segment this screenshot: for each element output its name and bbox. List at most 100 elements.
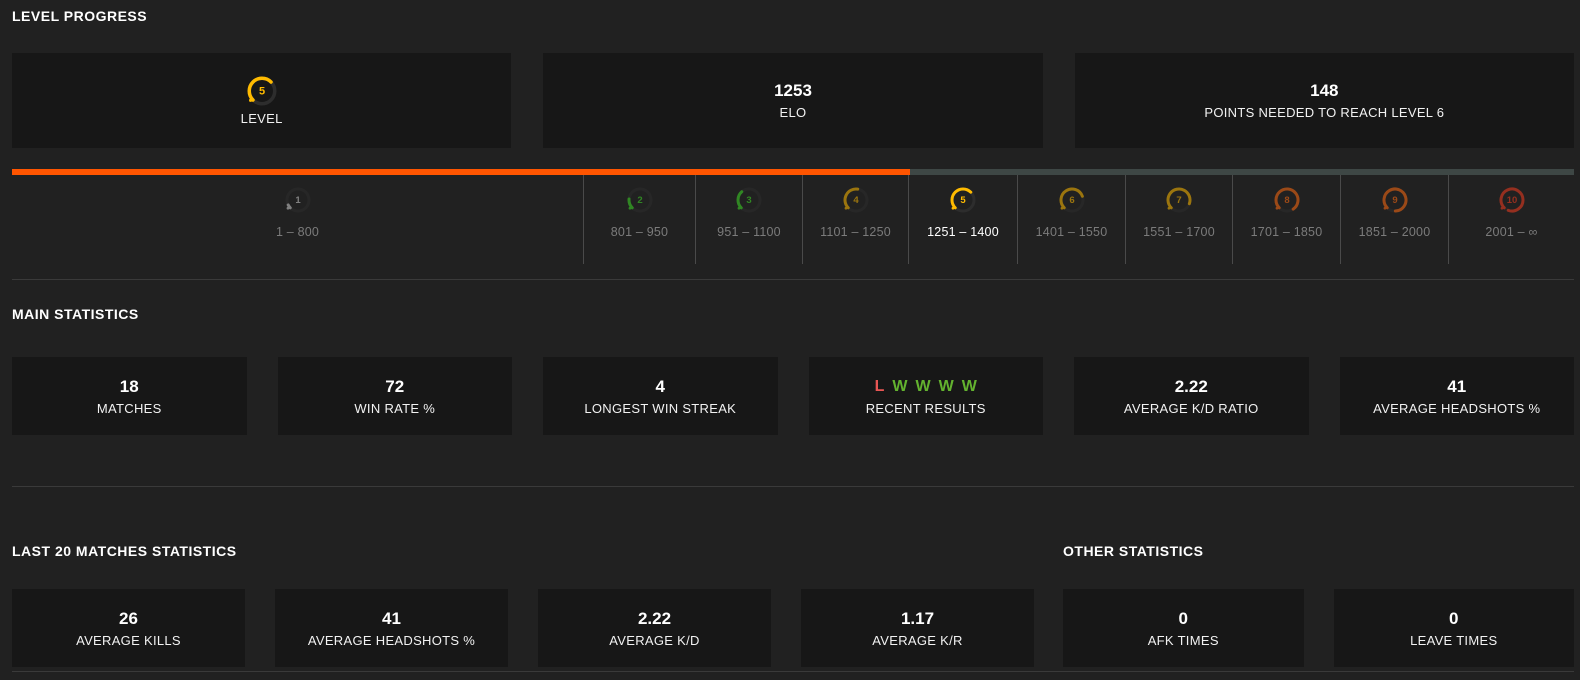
average-headshots-card: 41 AVERAGE HEADSHOTS %: [1339, 357, 1574, 435]
level-segment-6: 6 1401 – 1550: [1017, 175, 1125, 264]
level-6-range: 1401 – 1550: [1035, 225, 1108, 239]
last-20-matches-section: LAST 20 MATCHES STATISTICS 26 AVERAGE KIL…: [12, 544, 1034, 667]
level-3-icon: 3: [736, 187, 762, 213]
afk-times-label: AFK TIMES: [1147, 632, 1219, 648]
matches-value: 18: [119, 376, 139, 396]
win-letter: W: [892, 377, 908, 395]
level-10-icon: 10: [1499, 187, 1525, 213]
average-headshots-value: 41: [1447, 376, 1467, 396]
leave-times-card: 0 LEAVE TIMES: [1333, 589, 1574, 667]
level-2-range: 801 – 950: [610, 225, 669, 239]
average-headshots-value: 41: [382, 608, 401, 628]
level-segment-2: 2 801 – 950: [583, 175, 695, 264]
longest-win-streak-value: 4: [655, 376, 665, 396]
svg-text:3: 3: [746, 195, 751, 206]
svg-text:1: 1: [295, 195, 301, 206]
average-k-r-value: 1.17: [900, 608, 935, 628]
level-scale: 1 1 – 800 2 801 – 950 3 951 – 1100 4 110…: [12, 175, 1574, 264]
level-1-range: 1 – 800: [275, 225, 320, 239]
level-card-label: LEVEL: [240, 110, 283, 126]
elo-progress-bar: [12, 169, 1574, 175]
other-statistics-title: OTHER STATISTICS: [1063, 543, 1204, 559]
bottom-sections: LAST 20 MATCHES STATISTICS 26 AVERAGE KIL…: [12, 544, 1574, 667]
win-rate-card: 72 WIN RATE %: [277, 357, 512, 435]
level-5-icon: 5: [247, 76, 277, 106]
level-card: 5 LEVEL: [12, 53, 512, 148]
level-10-range: 2001 – ∞: [1485, 225, 1538, 239]
svg-text:8: 8: [1284, 195, 1289, 206]
average-headshots-label: AVERAGE HEADSHOTS %: [307, 632, 476, 648]
elo-value: 1253: [774, 81, 812, 100]
leave-times-label: LEAVE TIMES: [1410, 632, 1498, 648]
level-5-range: 1251 – 1400: [927, 225, 999, 239]
last-20-matches-cards: 26 AVERAGE KILLS 41 AVERAGE HEADSHOTS % 2.22…: [12, 589, 1034, 667]
average-k-d-ratio-value: 2.22: [1174, 376, 1208, 396]
matches-card: 18 MATCHES: [12, 357, 247, 435]
other-statistics-cards: 0 AFK TIMES 0 LEAVE TIMES: [1063, 589, 1574, 667]
other-statistics-section: OTHER STATISTICS 0 AFK TIMES 0 LEAVE TIMES: [1063, 544, 1574, 667]
level-segment-3: 3 951 – 1100: [695, 175, 802, 264]
svg-text:4: 4: [853, 195, 859, 206]
svg-text:6: 6: [1069, 195, 1074, 206]
section-divider: [12, 279, 1574, 280]
svg-text:5: 5: [960, 195, 966, 206]
level-7-range: 1551 – 1700: [1143, 225, 1215, 239]
section-divider: [12, 671, 1574, 672]
longest-win-streak-card: 4 LONGEST WIN STREAK: [543, 357, 778, 435]
level-4-range: 1101 – 1250: [820, 225, 891, 239]
section-divider: [12, 486, 1574, 487]
win-rate-label: WIN RATE %: [354, 400, 436, 416]
afk-times-card: 0 AFK TIMES: [1063, 589, 1304, 667]
level-1-icon: 1: [285, 187, 311, 213]
points-needed-value: 148: [1310, 81, 1339, 100]
svg-text:7: 7: [1176, 195, 1181, 206]
win-rate-value: 72: [385, 376, 405, 396]
leave-times-value: 0: [1449, 608, 1459, 628]
level-segment-9: 9 1851 – 2000: [1340, 175, 1448, 264]
level-segment-5: 5 1251 – 1400: [908, 175, 1017, 264]
level-3-range: 951 – 1100: [717, 225, 781, 239]
average-k-d-ratio-card: 2.22 AVERAGE K/D RATIO: [1074, 357, 1309, 435]
recent-results-card: L W W W W RECENT RESULTS: [808, 357, 1043, 435]
level-4-icon: 4: [843, 187, 869, 213]
average-kills-card: 26 AVERAGE KILLS: [12, 589, 245, 667]
average-k-d-card: 2.22 AVERAGE K/D: [538, 589, 771, 667]
level-segment-7: 7 1551 – 1700: [1125, 175, 1232, 264]
recent-results-label: RECENT RESULTS: [865, 400, 986, 416]
average-k-r-card: 1.17 AVERAGE K/R: [801, 589, 1034, 667]
average-headshots-card: 41 AVERAGE HEADSHOTS %: [275, 589, 508, 667]
level-9-range: 1851 – 2000: [1358, 225, 1431, 239]
elo-progress-fill: [12, 169, 911, 175]
elo-card: 1253 ELO: [543, 53, 1043, 148]
matches-label: MATCHES: [96, 400, 162, 416]
average-k-d-label: AVERAGE K/D: [609, 632, 700, 648]
level-progress-title: LEVEL PROGRESS: [12, 8, 148, 24]
level-8-icon: 8: [1274, 187, 1300, 213]
afk-times-value: 0: [1178, 608, 1188, 628]
loss-letter: L: [874, 377, 885, 395]
level-2-icon: 2: [627, 187, 653, 213]
win-letter: W: [938, 377, 954, 395]
level-progress-cards: 5 LEVEL 1253 ELO 148 POINTS NEEDED TO RE…: [12, 53, 1574, 148]
longest-win-streak-label: LONGEST WIN STREAK: [584, 400, 737, 416]
average-headshots-label: AVERAGE HEADSHOTS %: [1373, 400, 1541, 416]
level-5-icon: 5: [950, 187, 976, 213]
average-kills-value: 26: [119, 608, 138, 628]
last-20-matches-title: LAST 20 MATCHES STATISTICS: [12, 543, 237, 559]
level-9-icon: 9: [1382, 187, 1408, 213]
svg-text:5: 5: [259, 85, 265, 97]
level-7-icon: 7: [1166, 187, 1192, 213]
level-segment-1: 1 1 – 800: [12, 175, 583, 264]
elo-label: ELO: [779, 105, 807, 120]
points-needed-card: 148 POINTS NEEDED TO REACH LEVEL 6: [1074, 53, 1574, 148]
level-6-icon: 6: [1059, 187, 1085, 213]
win-letter: W: [961, 377, 977, 395]
average-k-r-label: AVERAGE K/R: [872, 632, 963, 648]
average-kills-label: AVERAGE KILLS: [76, 632, 181, 648]
level-segment-10: 10 2001 – ∞: [1448, 175, 1574, 264]
average-k-d-ratio-label: AVERAGE K/D RATIO: [1123, 400, 1259, 416]
points-needed-label: POINTS NEEDED TO REACH LEVEL 6: [1204, 105, 1445, 120]
main-statistics-cards: 18 MATCHES 72 WIN RATE % 4 LONGEST WIN STREAK…: [12, 357, 1574, 435]
